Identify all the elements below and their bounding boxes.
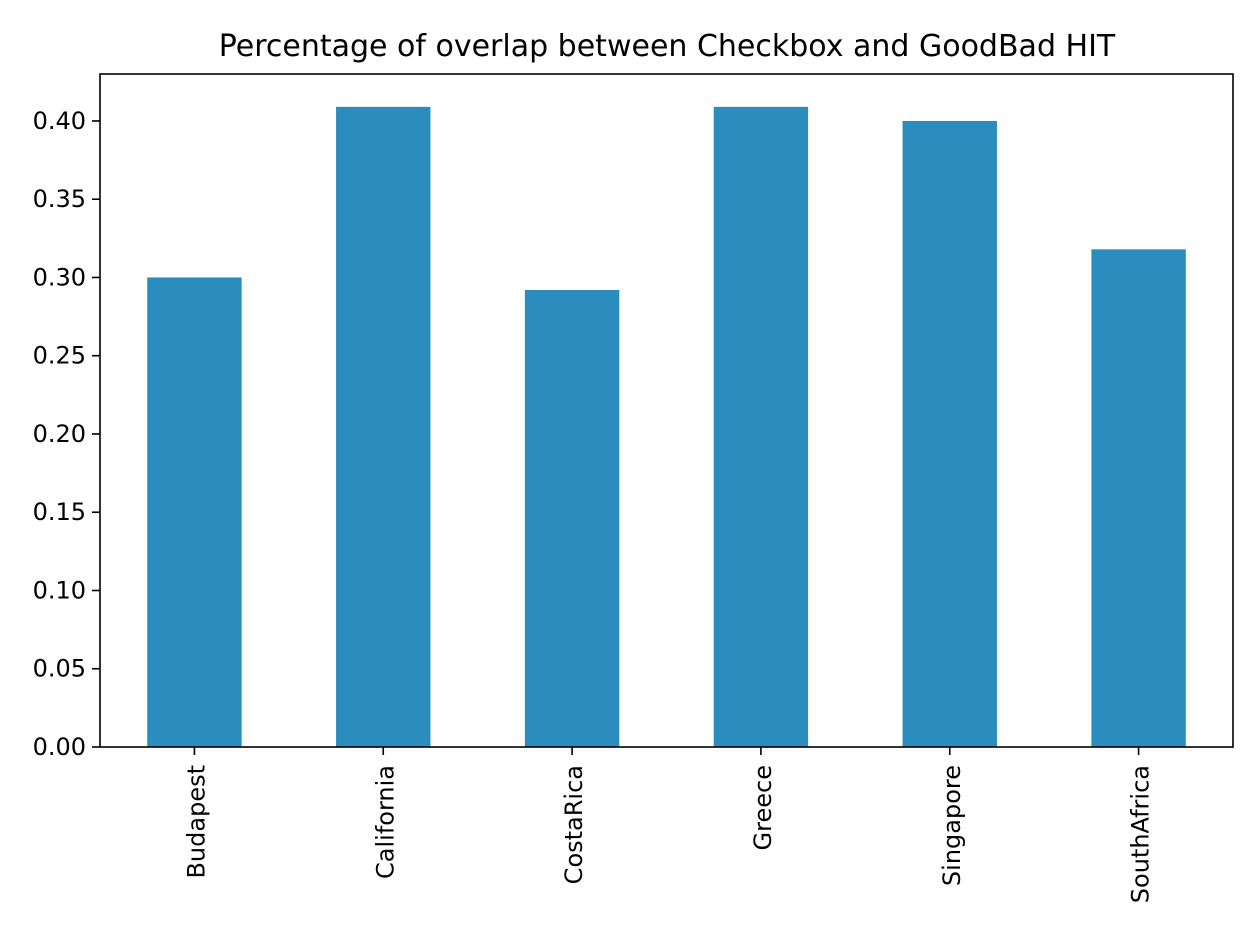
x-tick-label: CostaRica: [560, 765, 588, 884]
bar-singapore: [902, 120, 997, 747]
bar-southafrica: [1091, 249, 1186, 747]
bars-layer: [147, 106, 1186, 748]
chart-title: Percentage of overlap between Checkbox a…: [219, 29, 1116, 64]
y-tick-label: 0.10: [33, 576, 86, 604]
x-tick-label: Singapore: [938, 765, 966, 886]
y-tick-label: 0.15: [33, 498, 86, 526]
y-tick-label: 0.40: [33, 107, 86, 135]
bar-california: [336, 106, 431, 748]
x-axis: Budapest California CostaRica Greece Singapo…: [182, 747, 1155, 903]
y-tick-label: 0.05: [33, 655, 86, 683]
y-tick-label: 0.25: [33, 342, 86, 370]
plot-frame: [99, 73, 1234, 748]
x-tick-label: Budapest: [182, 765, 210, 879]
bar-budapest: [147, 277, 242, 747]
y-tick-label: 0.00: [33, 733, 86, 761]
x-tick-label: California: [371, 765, 399, 879]
y-tick-label: 0.30: [33, 263, 86, 291]
y-tick-label: 0.20: [33, 420, 86, 448]
bar-costarica: [524, 289, 620, 747]
y-axis: 0.00 0.05 0.10 0.15 0.20 0.25 0.30 0.35 0.40: [33, 107, 100, 761]
bar-greece: [713, 106, 809, 748]
x-tick-label: SouthAfrica: [1127, 765, 1155, 903]
y-tick-label: 0.35: [33, 185, 86, 213]
x-tick-label: Greece: [749, 765, 777, 850]
